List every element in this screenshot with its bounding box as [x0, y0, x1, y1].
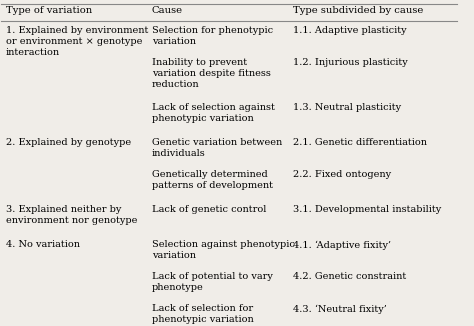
Text: 1.1. Adaptive plasticity: 1.1. Adaptive plasticity — [293, 26, 406, 35]
Text: Lack of potential to vary
phenotype: Lack of potential to vary phenotype — [152, 272, 273, 292]
Text: 1.3. Neutral plasticity: 1.3. Neutral plasticity — [293, 103, 401, 112]
Text: Lack of selection for
phenotypic variation: Lack of selection for phenotypic variati… — [152, 304, 254, 324]
Text: Cause: Cause — [152, 6, 183, 15]
Text: Type subdivided by cause: Type subdivided by cause — [293, 6, 423, 15]
Text: Lack of selection against
phenotypic variation: Lack of selection against phenotypic var… — [152, 103, 274, 124]
Text: Type of variation: Type of variation — [6, 6, 92, 15]
Text: 2.2. Fixed ontogeny: 2.2. Fixed ontogeny — [293, 170, 391, 179]
Text: Genetic variation between
individuals: Genetic variation between individuals — [152, 138, 282, 158]
Text: 3.1. Developmental instability: 3.1. Developmental instability — [293, 205, 441, 214]
Text: 2. Explained by genotype: 2. Explained by genotype — [6, 138, 131, 147]
Text: Lack of genetic control: Lack of genetic control — [152, 205, 266, 214]
Text: 2.1. Genetic differentiation: 2.1. Genetic differentiation — [293, 138, 427, 147]
Text: 4.1. ‘Adaptive fixity’: 4.1. ‘Adaptive fixity’ — [293, 240, 391, 250]
Text: 1.2. Injurious plasticity: 1.2. Injurious plasticity — [293, 58, 408, 67]
Text: Selection for phenotypic
variation: Selection for phenotypic variation — [152, 26, 273, 46]
Text: 4.3. ‘Neutral fixity’: 4.3. ‘Neutral fixity’ — [293, 304, 386, 314]
Text: Genetically determined
patterns of development: Genetically determined patterns of devel… — [152, 170, 273, 190]
Text: 4.2. Genetic constraint: 4.2. Genetic constraint — [293, 272, 406, 281]
Text: 3. Explained neither by
environment nor genotype: 3. Explained neither by environment nor … — [6, 205, 137, 225]
Text: 1. Explained by environment
or environment × genotype
interaction: 1. Explained by environment or environme… — [6, 26, 148, 57]
Text: 4. No variation: 4. No variation — [6, 240, 80, 249]
Text: Selection against phenotypic
variation: Selection against phenotypic variation — [152, 240, 294, 260]
Text: Inability to prevent
variation despite fitness
reduction: Inability to prevent variation despite f… — [152, 58, 271, 89]
